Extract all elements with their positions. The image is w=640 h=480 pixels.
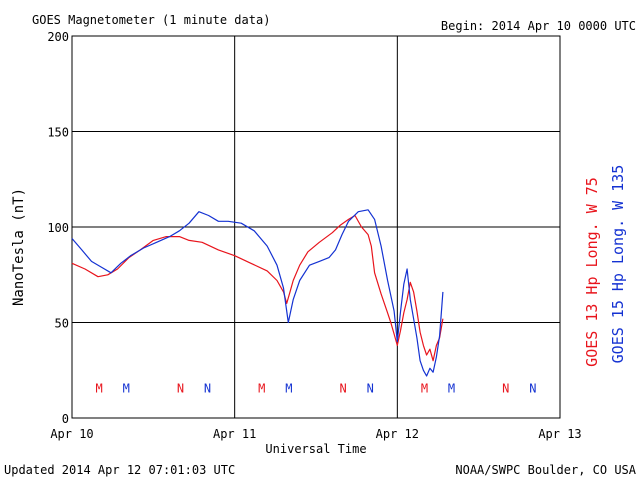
x-tick-label: Apr 11 — [213, 427, 256, 441]
marker-M: M — [95, 381, 102, 395]
series-line-1 — [71, 209, 444, 377]
updated-timestamp: Updated 2014 Apr 12 07:01:03 UTC — [4, 463, 235, 477]
y-tick-label: 50 — [55, 317, 69, 331]
marker-N: N — [367, 381, 374, 395]
gridlines — [72, 36, 560, 418]
y-tick-label: 200 — [47, 30, 69, 44]
y-axis-ticks: 0 50 100 150 200 — [47, 30, 69, 426]
marker-N: N — [177, 381, 184, 395]
marker-N: N — [339, 381, 346, 395]
x-axis-label: Universal Time — [265, 442, 366, 456]
y-tick-label: 100 — [47, 221, 69, 235]
marker-M: M — [258, 381, 265, 395]
legend-goes15: GOES 15 Hp Long. W 135 — [609, 165, 627, 364]
x-tick-label: Apr 13 — [538, 427, 581, 441]
series-layer — [71, 209, 444, 377]
source-credit: NOAA/SWPC Boulder, CO USA — [455, 463, 636, 477]
begin-time-label: Begin: 2014 Apr 10 0000 UTC — [441, 19, 636, 33]
marker-N: N — [204, 381, 211, 395]
x-tick-label: Apr 10 — [50, 427, 93, 441]
marker-M: M — [421, 381, 428, 395]
chart-title: GOES Magnetometer (1 minute data) — [32, 13, 270, 27]
y-tick-label: 0 — [62, 412, 69, 426]
y-axis-label: NanoTesla (nT) — [11, 188, 27, 306]
y-tick-label: 150 — [47, 126, 69, 140]
x-tick-label: Apr 12 — [376, 427, 419, 441]
marker-M: M — [285, 381, 292, 395]
legend-goes13: GOES 13 Hp Long. W 75 — [583, 177, 601, 367]
marker-N: N — [502, 381, 509, 395]
marker-M: M — [448, 381, 455, 395]
x-axis-ticks: Apr 10 Apr 11 Apr 12 Apr 13 — [50, 427, 581, 441]
marker-M: M — [123, 381, 130, 395]
marker-N: N — [529, 381, 536, 395]
